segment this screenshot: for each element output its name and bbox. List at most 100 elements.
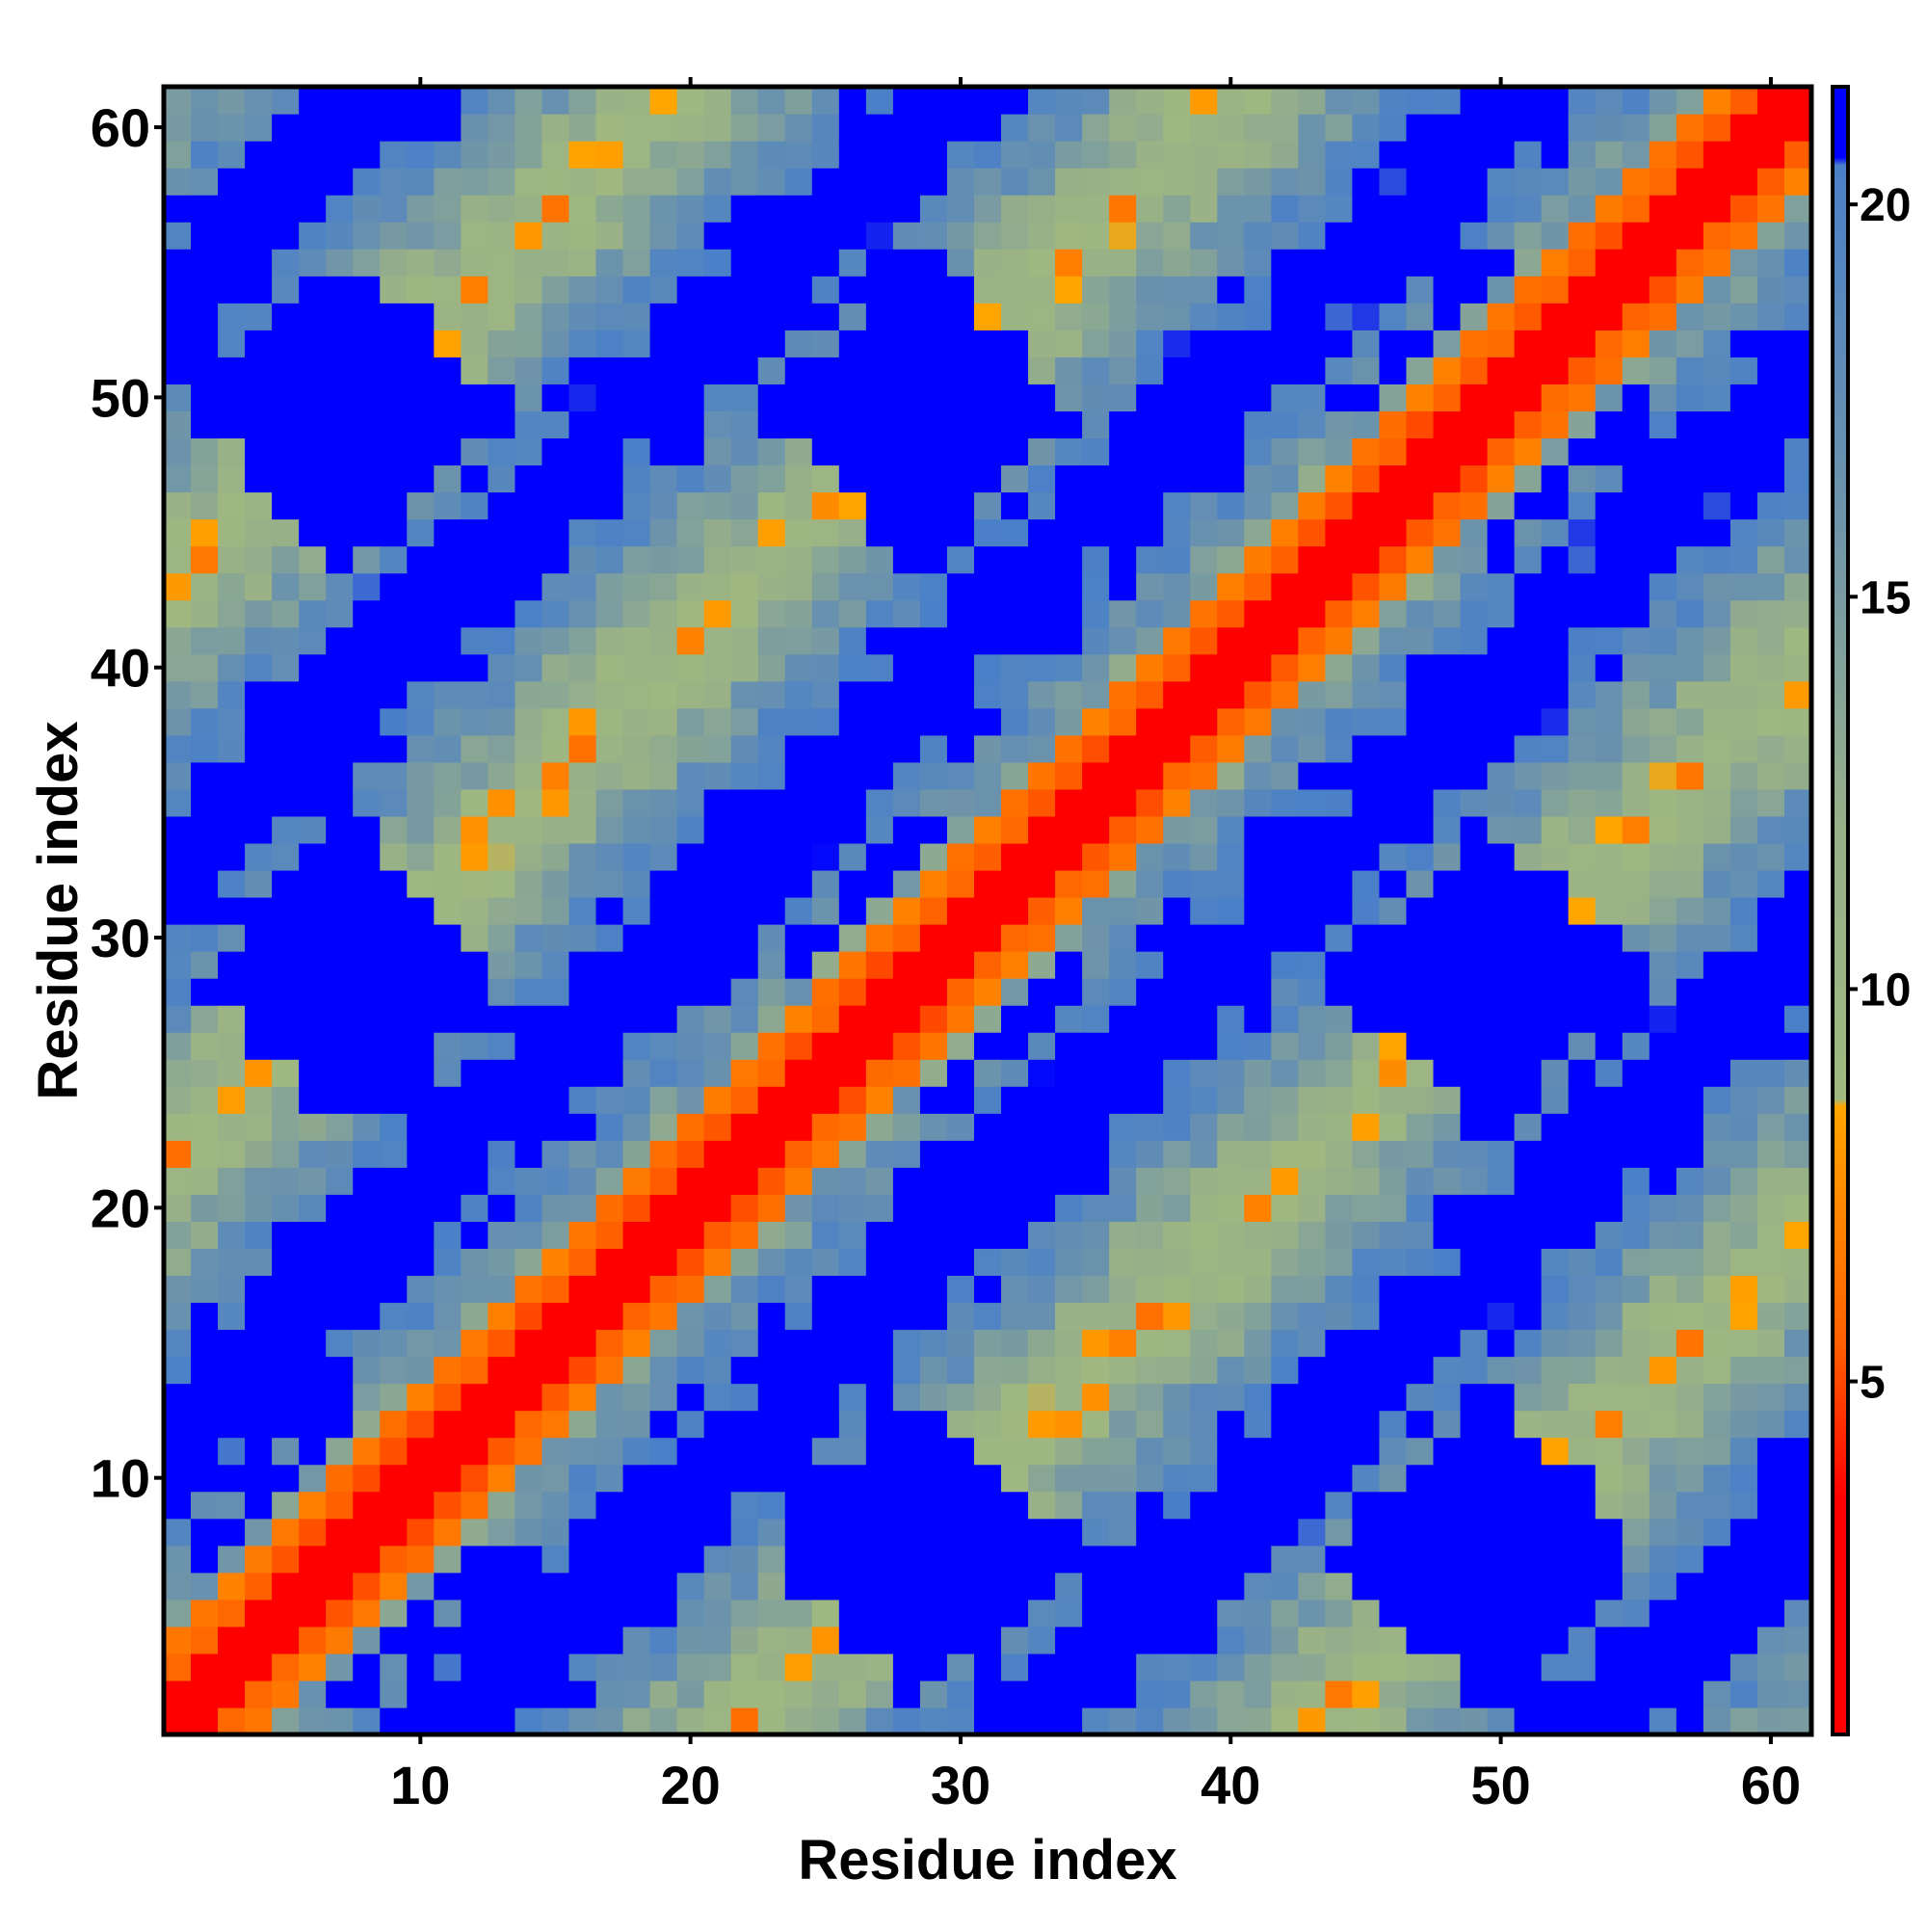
heatmap-cell bbox=[946, 599, 975, 628]
heatmap-cell bbox=[1756, 815, 1785, 844]
heatmap-cell bbox=[1783, 437, 1812, 466]
heatmap-cell bbox=[326, 978, 354, 1006]
heatmap-cell bbox=[191, 1518, 219, 1547]
heatmap-cell bbox=[1109, 249, 1137, 277]
heatmap-cell bbox=[811, 384, 840, 411]
heatmap-cell bbox=[703, 87, 732, 115]
heatmap-cell bbox=[1325, 761, 1354, 790]
heatmap-cell bbox=[595, 1194, 624, 1222]
heatmap-cell bbox=[1783, 1329, 1812, 1358]
heatmap-cell bbox=[946, 1086, 975, 1114]
heatmap-cell bbox=[380, 1275, 408, 1304]
heatmap-cell bbox=[380, 1707, 408, 1735]
heatmap-cell bbox=[1649, 303, 1677, 331]
heatmap-cell bbox=[1756, 951, 1785, 979]
heatmap-cell bbox=[326, 626, 354, 655]
heatmap-cell bbox=[1271, 1653, 1299, 1681]
heatmap-cell bbox=[299, 1545, 327, 1574]
heatmap-cell bbox=[1729, 1680, 1758, 1708]
heatmap-cell bbox=[892, 1329, 921, 1358]
heatmap-cell bbox=[1325, 276, 1354, 304]
heatmap-cell bbox=[1568, 869, 1597, 898]
heatmap-cell bbox=[1460, 303, 1489, 331]
x-tick-label: 20 bbox=[660, 1755, 720, 1815]
heatmap-cell bbox=[1055, 653, 1083, 682]
heatmap-cell bbox=[622, 114, 651, 142]
heatmap-cell bbox=[515, 1005, 543, 1033]
heatmap-cell bbox=[380, 1194, 408, 1222]
heatmap-cell bbox=[1055, 761, 1083, 790]
heatmap-cell bbox=[1676, 842, 1704, 871]
heatmap-cell bbox=[272, 1248, 300, 1277]
heatmap-cell bbox=[1136, 1680, 1164, 1708]
heatmap-cell bbox=[1217, 1059, 1245, 1087]
heatmap-cell bbox=[1379, 545, 1408, 574]
heatmap-cell bbox=[1514, 357, 1543, 384]
heatmap-cell bbox=[164, 1032, 192, 1060]
heatmap-cell bbox=[1756, 599, 1785, 628]
heatmap-cell bbox=[892, 680, 921, 709]
heatmap-cell bbox=[1729, 518, 1758, 547]
heatmap-cell bbox=[461, 1302, 488, 1331]
heatmap-cell bbox=[191, 1626, 219, 1654]
heatmap-cell bbox=[730, 869, 759, 898]
heatmap-cell bbox=[1406, 437, 1435, 466]
heatmap-cell bbox=[1379, 249, 1408, 277]
heatmap-cell bbox=[1406, 276, 1435, 304]
heatmap-cell bbox=[272, 869, 300, 898]
heatmap-cell bbox=[1163, 384, 1191, 411]
heatmap-cell bbox=[838, 1167, 867, 1195]
heatmap-cell bbox=[1676, 1356, 1704, 1385]
heatmap-cell bbox=[1595, 1572, 1623, 1601]
heatmap-cell bbox=[1595, 303, 1623, 331]
heatmap-cell bbox=[191, 1221, 219, 1250]
heatmap-cell bbox=[892, 491, 921, 520]
heatmap-cell bbox=[380, 707, 408, 736]
heatmap-cell bbox=[434, 410, 462, 439]
heatmap-cell bbox=[380, 303, 408, 331]
heatmap-cell bbox=[676, 276, 705, 304]
heatmap-cell bbox=[407, 815, 435, 844]
heatmap-cell bbox=[1190, 599, 1218, 628]
heatmap-cell bbox=[1649, 195, 1677, 223]
heatmap-cell bbox=[1109, 1410, 1137, 1439]
heatmap-cell bbox=[757, 330, 786, 357]
heatmap-cell bbox=[1379, 707, 1408, 736]
heatmap-cell bbox=[649, 168, 678, 196]
heatmap-cell bbox=[1649, 761, 1677, 790]
heatmap-cell bbox=[434, 653, 462, 682]
heatmap-cell bbox=[757, 168, 786, 196]
heatmap-cell bbox=[1514, 1464, 1543, 1493]
heatmap-cell bbox=[488, 1545, 516, 1574]
heatmap-cell bbox=[1271, 1383, 1299, 1412]
heatmap-cell bbox=[1568, 626, 1597, 655]
heatmap-cell bbox=[353, 599, 381, 628]
heatmap-cell bbox=[1676, 761, 1704, 790]
heatmap-cell bbox=[865, 87, 894, 115]
heatmap-cell bbox=[164, 896, 192, 925]
heatmap-cell bbox=[1514, 276, 1543, 304]
heatmap-cell bbox=[218, 491, 246, 520]
heatmap-cell bbox=[1217, 1248, 1245, 1277]
heatmap-cell bbox=[1541, 357, 1570, 384]
heatmap-cell bbox=[1001, 249, 1029, 277]
heatmap-cell bbox=[380, 680, 408, 709]
heatmap-cell bbox=[1729, 599, 1758, 628]
heatmap-cell bbox=[1325, 1167, 1354, 1195]
heatmap-cell bbox=[461, 1545, 488, 1574]
heatmap-cell bbox=[1756, 87, 1785, 115]
heatmap-cell bbox=[1514, 978, 1543, 1006]
heatmap-cell bbox=[1244, 1653, 1272, 1681]
heatmap-cell bbox=[973, 1329, 1002, 1358]
heatmap-cell bbox=[1514, 1599, 1543, 1628]
heatmap-cell bbox=[1487, 815, 1516, 844]
heatmap-cell bbox=[1676, 1437, 1704, 1466]
heatmap-cell bbox=[299, 1032, 327, 1060]
heatmap-cell bbox=[1271, 1491, 1299, 1520]
heatmap-cell bbox=[919, 1167, 948, 1195]
heatmap-cell bbox=[838, 626, 867, 655]
heatmap-cell bbox=[1487, 464, 1516, 493]
heatmap-cell bbox=[757, 869, 786, 898]
heatmap-cell bbox=[245, 1329, 273, 1358]
heatmap-cell bbox=[1217, 249, 1245, 277]
